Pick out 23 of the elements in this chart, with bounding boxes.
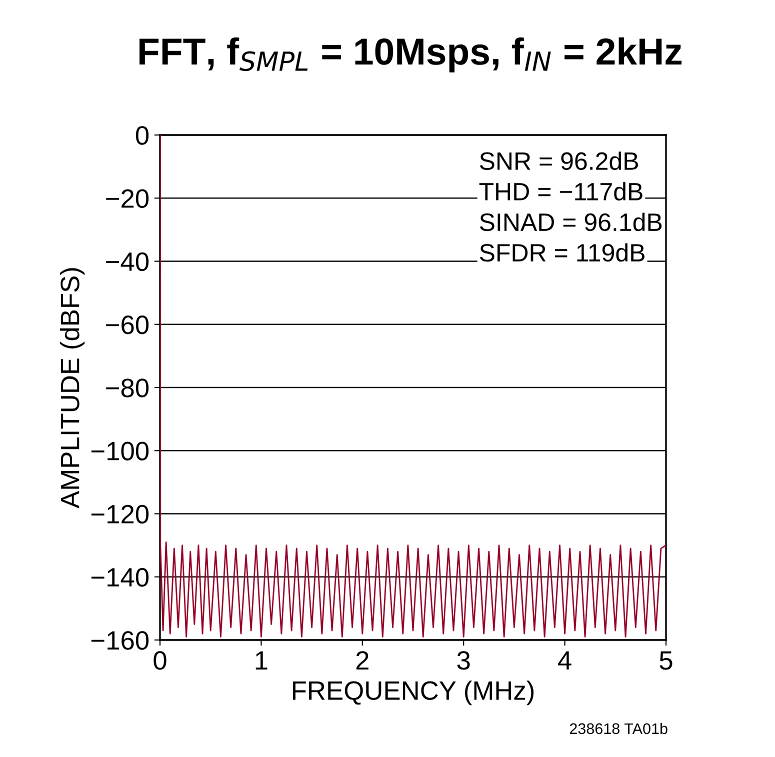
x-tick-label: 5	[660, 651, 672, 670]
y-tick-label: −140	[91, 568, 149, 587]
x-tick-label: 3	[457, 651, 470, 670]
x-tick-label: 2	[356, 651, 368, 670]
y-tick-label: −20	[106, 189, 149, 208]
y-tick-label: −40	[106, 252, 149, 272]
annotation: SNR = 96.2dB	[480, 152, 638, 170]
x-tick-label: 0	[154, 651, 166, 670]
y-tick-label: −160	[91, 631, 149, 650]
annotation: SFDR = 119dB	[480, 243, 644, 262]
y-tick-label: 0	[136, 126, 149, 145]
text: 238618 TA01b	[570, 722, 668, 734]
x-axis-title: FREQUENCY (MHz)	[292, 680, 534, 706]
chart-title: FFT, f$_{SMPL}$ = 10Msps, f$_{IN}$ = 2kHz	[140, 37, 682, 72]
y-tick-label: −120	[91, 504, 149, 524]
x-tick-label: 4	[558, 651, 572, 670]
annotation: THD = −117dB	[479, 182, 642, 201]
y-tick-label: −100	[91, 442, 149, 460]
y-tick-label: −60	[106, 316, 149, 334]
y-tick-label: −80	[106, 378, 149, 398]
annotation: SINAD = 96.1dB	[480, 212, 662, 232]
x-tick-label: 1	[256, 651, 268, 670]
y-axis-title: AMPLITUDE (dBFS)	[60, 268, 85, 508]
